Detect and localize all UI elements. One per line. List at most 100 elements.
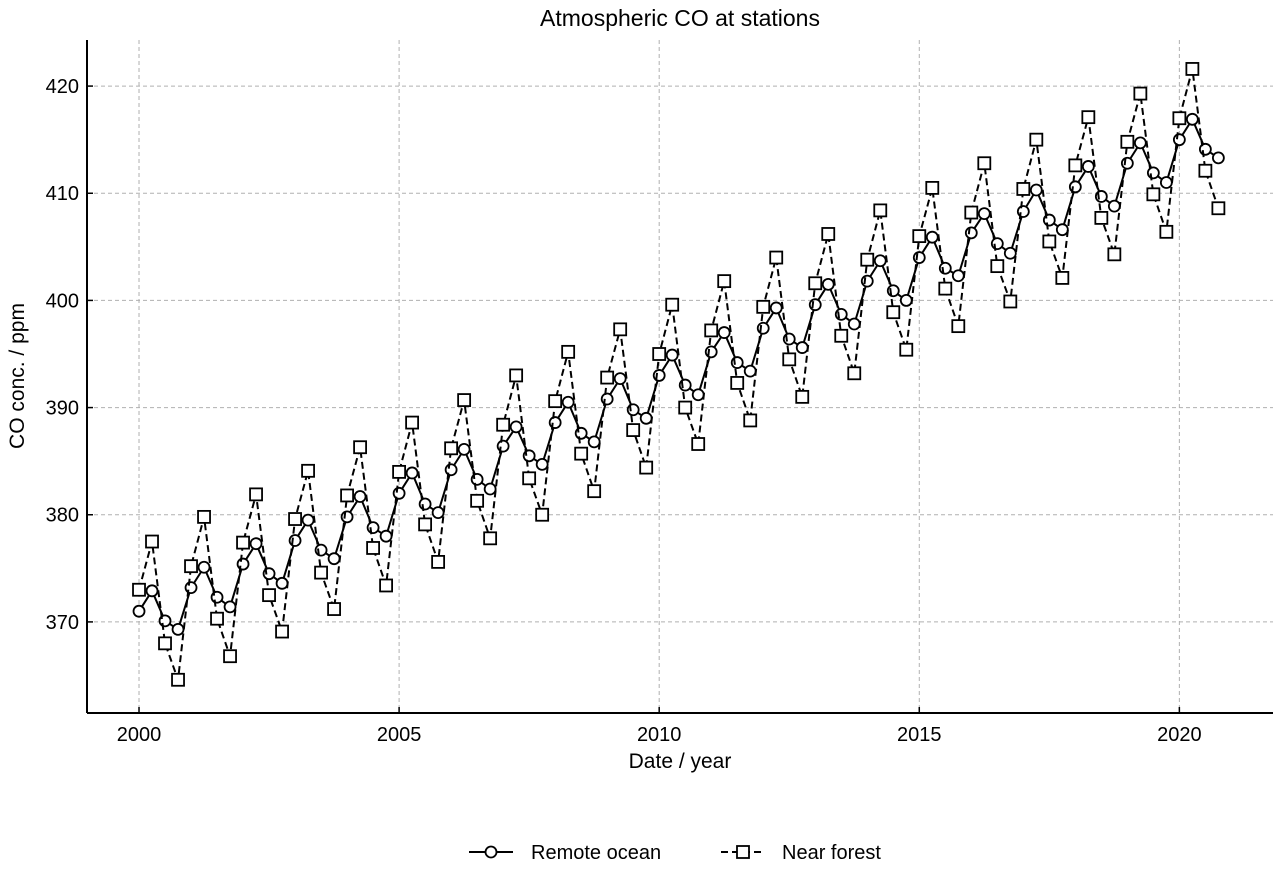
data-point — [1107, 199, 1121, 213]
data-point — [561, 344, 576, 359]
data-point — [626, 423, 641, 437]
data-point — [1055, 223, 1069, 237]
data-point — [938, 281, 953, 296]
data-point — [847, 366, 862, 381]
data-point — [1172, 111, 1187, 126]
data-point — [288, 512, 302, 526]
x-tick-label: 2005 — [377, 724, 422, 746]
data-point — [223, 649, 237, 664]
data-point — [522, 471, 537, 486]
data-point — [1029, 183, 1043, 197]
x-tick-label: 2015 — [897, 724, 942, 746]
data-point — [340, 510, 354, 524]
data-point — [171, 623, 185, 636]
data-point — [1120, 134, 1135, 149]
series-remote-ocean — [132, 112, 1225, 636]
data-point — [951, 269, 965, 283]
y-tick-label: 380 — [46, 505, 79, 527]
y-tick-label: 390 — [46, 398, 79, 420]
data-point — [1003, 294, 1018, 309]
data-point — [808, 298, 822, 312]
data-point — [691, 437, 706, 451]
data-point — [132, 604, 146, 618]
data-point — [1211, 151, 1225, 165]
legend-item-near-forest: Near forest — [721, 842, 881, 864]
data-point — [1068, 158, 1083, 173]
grid — [87, 40, 1273, 713]
data-point — [145, 584, 159, 598]
data-point — [197, 560, 211, 574]
data-point — [145, 534, 159, 549]
data-point — [1159, 176, 1173, 189]
data-point — [587, 484, 602, 499]
data-point — [1185, 112, 1199, 126]
data-point — [353, 490, 367, 503]
x-tick-label: 2000 — [117, 724, 162, 746]
data-point — [717, 326, 731, 339]
y-tick-label: 400 — [46, 290, 79, 312]
y-tick-label: 370 — [46, 612, 79, 634]
data-point — [535, 507, 550, 522]
data-point — [1120, 156, 1134, 170]
data-point — [483, 531, 498, 546]
data-point — [1003, 246, 1017, 260]
data-point — [782, 352, 797, 367]
data-point — [938, 261, 952, 275]
data-point — [327, 602, 341, 616]
data-point — [639, 411, 653, 425]
data-point — [379, 578, 394, 593]
data-point — [1042, 234, 1057, 249]
data-point — [769, 250, 784, 265]
data-point — [1146, 187, 1161, 202]
data-point — [899, 294, 913, 307]
data-point — [886, 284, 900, 298]
data-point — [873, 254, 887, 268]
data-point — [756, 321, 770, 335]
data-point — [249, 537, 263, 551]
data-point — [769, 301, 783, 315]
data-point — [964, 226, 978, 240]
data-point — [197, 509, 211, 524]
data-point — [665, 297, 680, 312]
y-tick-label: 420 — [46, 76, 79, 98]
data-point — [743, 413, 758, 428]
legend-marker-remote-ocean — [484, 845, 498, 859]
data-point — [210, 611, 224, 626]
data-point — [405, 466, 419, 480]
data-point — [1081, 110, 1096, 125]
data-point — [847, 317, 861, 331]
data-point — [470, 493, 485, 508]
data-point — [132, 582, 146, 597]
data-point — [457, 393, 472, 407]
data-point — [730, 376, 745, 390]
data-point — [886, 305, 901, 320]
data-point — [990, 259, 1005, 274]
data-point — [1133, 86, 1148, 101]
data-point — [509, 420, 523, 434]
data-point — [366, 521, 380, 535]
data-point — [223, 600, 237, 614]
data-point — [431, 554, 446, 569]
data-point — [808, 276, 823, 291]
x-axis-label: Date / year — [629, 750, 732, 773]
data-point — [184, 559, 198, 574]
data-point — [587, 435, 601, 449]
data-point — [262, 588, 276, 603]
data-point — [977, 207, 991, 221]
series-layer — [132, 62, 1226, 687]
data-point — [574, 446, 589, 461]
data-point — [483, 482, 497, 496]
legend-label-remote-ocean: Remote ocean — [531, 842, 661, 864]
data-point — [171, 672, 185, 687]
data-point — [431, 506, 445, 520]
data-point — [509, 368, 524, 383]
data-point — [613, 322, 628, 337]
data-point — [1016, 182, 1031, 196]
data-point — [275, 576, 289, 590]
data-point — [1081, 160, 1095, 173]
data-point — [873, 203, 888, 218]
data-point — [158, 636, 172, 651]
data-point — [834, 328, 849, 343]
data-point — [756, 299, 771, 314]
data-point — [236, 535, 250, 550]
